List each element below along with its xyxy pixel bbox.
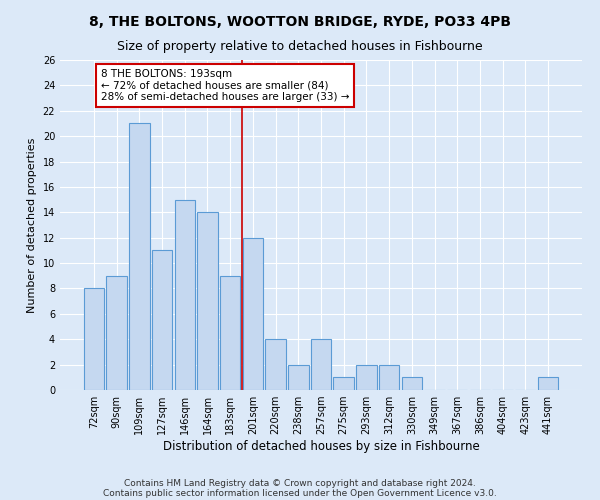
Text: Contains public sector information licensed under the Open Government Licence v3: Contains public sector information licen… [103, 488, 497, 498]
Text: 8 THE BOLTONS: 193sqm
← 72% of detached houses are smaller (84)
28% of semi-deta: 8 THE BOLTONS: 193sqm ← 72% of detached … [101, 69, 349, 102]
Bar [538, 378, 558, 390]
Text: Contains HM Land Registry data © Crown copyright and database right 2024.: Contains HM Land Registry data © Crown c… [124, 478, 476, 488]
Bar [288, 364, 308, 390]
Text: 8, THE BOLTONS, WOOTTON BRIDGE, RYDE, PO33 4PB: 8, THE BOLTONS, WOOTTON BRIDGE, RYDE, PO… [89, 15, 511, 29]
Bar [106, 276, 127, 390]
Bar [129, 124, 149, 390]
Bar [175, 200, 195, 390]
Bar [379, 364, 400, 390]
Bar [265, 339, 286, 390]
Text: Size of property relative to detached houses in Fishbourne: Size of property relative to detached ho… [117, 40, 483, 53]
Bar [220, 276, 241, 390]
X-axis label: Distribution of detached houses by size in Fishbourne: Distribution of detached houses by size … [163, 440, 479, 453]
Bar [197, 212, 218, 390]
Bar [401, 378, 422, 390]
Bar [334, 378, 354, 390]
Bar [242, 238, 263, 390]
Y-axis label: Number of detached properties: Number of detached properties [27, 138, 37, 312]
Bar [84, 288, 104, 390]
Bar [356, 364, 377, 390]
Bar [152, 250, 172, 390]
Bar [311, 339, 331, 390]
